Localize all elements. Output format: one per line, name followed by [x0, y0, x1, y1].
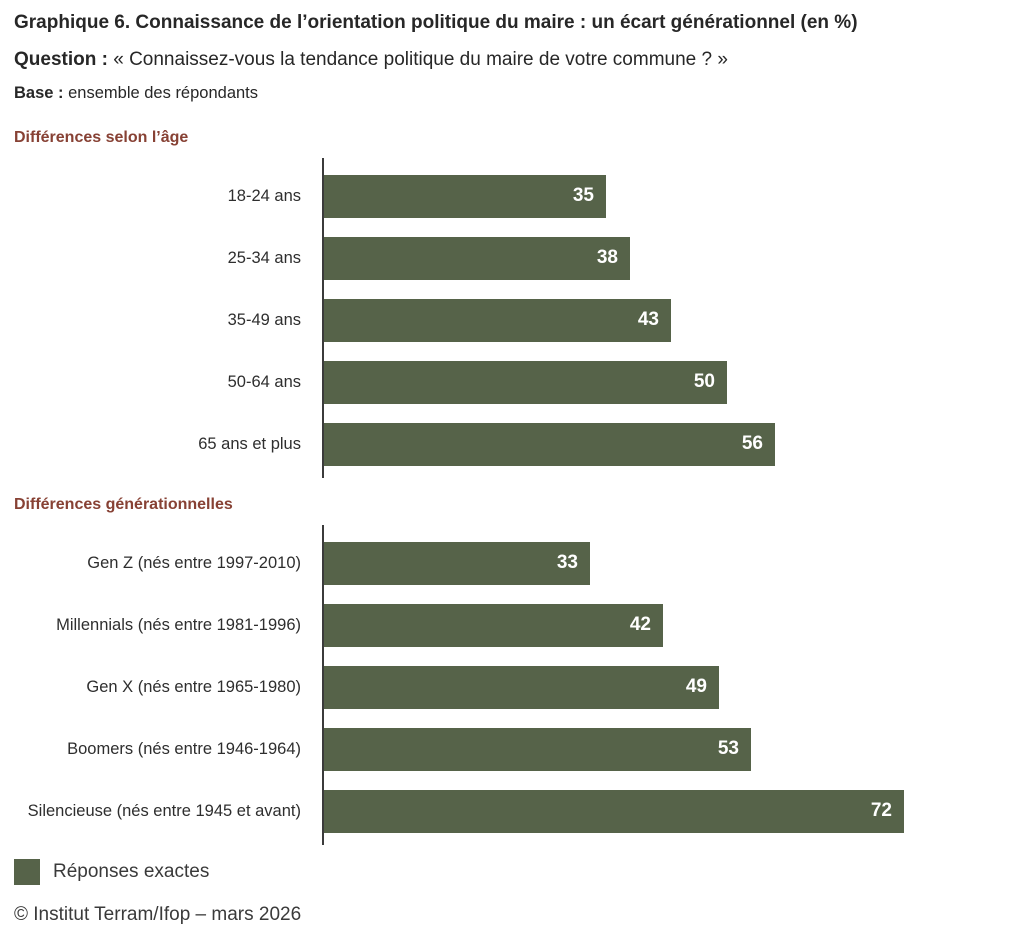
figure-title-text: Connaissance de l’orientation politique … [135, 12, 858, 33]
bar-value-label: 56 [741, 433, 763, 455]
bar-value-label: 38 [596, 247, 618, 269]
bar-value-label: 43 [637, 309, 659, 331]
bar: 43 [324, 298, 671, 342]
category-label: Boomers (nés entre 1946-1964) [67, 739, 301, 758]
bar-area: 72 [322, 789, 1008, 833]
bar-value-label: 42 [629, 614, 651, 636]
bar-chart-age: 18-24 ans 35 25-34 ans 38 35-49 ans 43 50-64 a… [14, 157, 1008, 478]
legend: Réponses exactes [14, 858, 1008, 885]
bar-value-label: 35 [572, 185, 594, 207]
bar-row: Silencieuse (nés entre 1945 et avant) 72 [14, 789, 1008, 833]
figure-title-prefix: Graphique 6. [14, 12, 131, 33]
bar-row: 35-49 ans 43 [14, 298, 1008, 342]
question-text: « Connaissez-vous la tendance politique … [113, 48, 728, 70]
figure-title: Graphique 6. Connaissance de l’orientati… [14, 10, 1008, 36]
bar: 35 [324, 174, 606, 218]
bar: 50 [324, 360, 727, 404]
survey-question: Question : « Connaissez-vous la tendance… [14, 48, 1008, 73]
bar-area: 38 [322, 236, 1008, 280]
bar-area: 56 [322, 422, 1008, 466]
chart-figure: Graphique 6. Connaissance de l’orientati… [14, 10, 1008, 925]
legend-label: Réponses exactes [53, 860, 210, 882]
bar-row: Gen Z (nés entre 1997-2010) 33 [14, 541, 1008, 585]
bar-value-label: 53 [717, 738, 739, 760]
category-label: 50-64 ans [227, 372, 301, 391]
axis-line [322, 157, 324, 478]
category-label: Gen X (nés entre 1965-1980) [86, 677, 301, 696]
bar-row: Millennials (nés entre 1981-1996) 42 [14, 603, 1008, 647]
bar: 42 [324, 603, 663, 647]
section-age: Différences selon l’âge 18-24 ans 35 25-34… [14, 128, 1008, 478]
base-text: ensemble des répondants [68, 84, 259, 103]
bar: 33 [324, 541, 590, 585]
bar-value-label: 33 [556, 552, 578, 574]
base-label: Base : [14, 84, 64, 103]
section-title-age: Différences selon l’âge [14, 128, 189, 146]
survey-base: Base : ensemble des répondants [14, 83, 1008, 104]
question-label: Question : [14, 48, 108, 70]
bar-area: 42 [322, 603, 1008, 647]
bar-area: 49 [322, 665, 1008, 709]
section-title-generations: Différences générationnelles [14, 495, 233, 513]
bar: 38 [324, 236, 630, 280]
bar-area: 35 [322, 174, 1008, 218]
category-label: Silencieuse (nés entre 1945 et avant) [27, 801, 301, 820]
bar-row: Gen X (nés entre 1965-1980) 49 [14, 665, 1008, 709]
bar-row: 18-24 ans 35 [14, 174, 1008, 218]
category-label: Gen Z (nés entre 1997-2010) [87, 553, 301, 572]
bar-row: 25-34 ans 38 [14, 236, 1008, 280]
bar-area: 33 [322, 541, 1008, 585]
bar: 72 [324, 789, 904, 833]
category-label: 65 ans et plus [198, 434, 301, 453]
bar: 53 [324, 727, 751, 771]
bar-row: 65 ans et plus 56 [14, 422, 1008, 466]
category-label: 18-24 ans [227, 186, 301, 205]
bar-value-label: 49 [685, 676, 707, 698]
bar-area: 50 [322, 360, 1008, 404]
category-label: 25-34 ans [227, 248, 301, 267]
bar-chart-generations: Gen Z (nés entre 1997-2010) 33 Millennials… [14, 524, 1008, 845]
bar-row: 50-64 ans 50 [14, 360, 1008, 404]
legend-swatch [14, 858, 40, 885]
bar-value-label: 72 [870, 800, 892, 822]
copyright-credit: © Institut Terram/Ifop – mars 2026 [14, 903, 302, 925]
axis-line [322, 524, 324, 845]
bar-area: 43 [322, 298, 1008, 342]
category-label: Millennials (nés entre 1981-1996) [56, 615, 301, 634]
category-label: 35-49 ans [227, 310, 301, 329]
bar: 56 [324, 422, 775, 466]
bar: 49 [324, 665, 719, 709]
bar-row: Boomers (nés entre 1946-1964) 53 [14, 727, 1008, 771]
bar-area: 53 [322, 727, 1008, 771]
section-generations: Différences générationnelles Gen Z (nés … [14, 495, 1008, 845]
bar-value-label: 50 [693, 371, 715, 393]
